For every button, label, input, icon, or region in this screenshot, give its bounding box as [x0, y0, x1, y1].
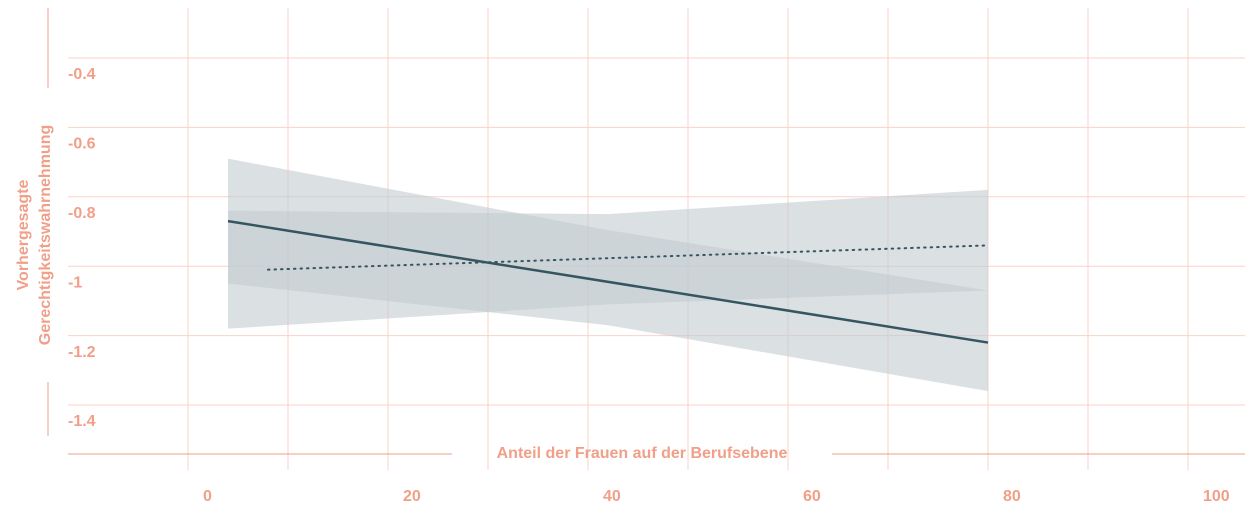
x-tick-label: 60 — [803, 488, 821, 505]
confidence-band — [228, 189, 988, 329]
y-tick-label: -0.4 — [68, 66, 96, 83]
y-tick-label: -1.4 — [68, 413, 96, 430]
bands — [228, 158, 988, 392]
x-tick-label: 100 — [1203, 488, 1230, 505]
trend-line — [227, 219, 989, 344]
y-axis-title: Gerechtigkeitswahrnehmung — [37, 125, 54, 346]
y-tick-label: -0.8 — [68, 205, 96, 222]
x-tick-label: 20 — [403, 488, 421, 505]
x-tick-label: 40 — [603, 488, 621, 505]
y-axis-title: Vorhergesagte — [15, 179, 32, 290]
x-axis-title: Anteil der Frauen auf der Berufsebene — [497, 445, 788, 462]
x-tick-label: 0 — [203, 488, 212, 505]
trend-line — [267, 244, 989, 271]
y-tick-label: -0.6 — [68, 136, 96, 153]
y-tick-label: -1 — [68, 274, 82, 291]
x-tick-label: 80 — [1003, 488, 1021, 505]
y-tick-label: -1.2 — [68, 344, 96, 361]
lines — [227, 219, 989, 344]
